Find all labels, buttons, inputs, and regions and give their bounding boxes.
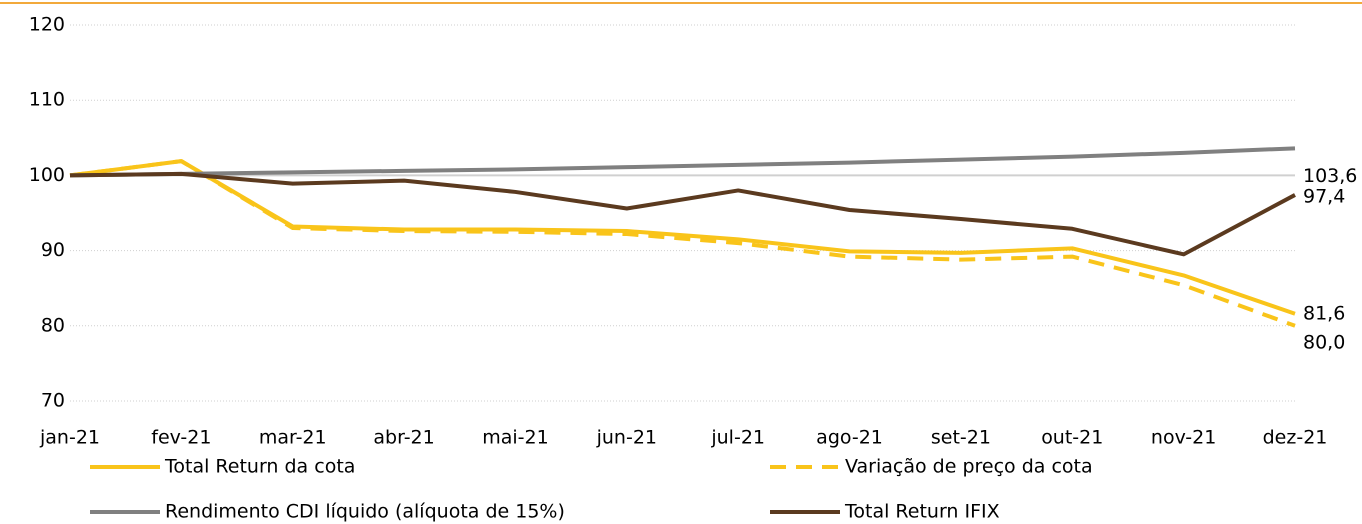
x-tick-label: dez-21 [1263,427,1328,449]
y-tick-label: 90 [41,239,65,261]
x-tick-label: jun-21 [596,427,657,449]
y-tick-label: 110 [29,89,65,111]
data-label: 103,6 [1303,165,1357,187]
y-tick-label: 120 [29,14,65,36]
data-label: 81,6 [1303,302,1345,324]
series-line [69,159,1296,328]
x-tick-label: mar-21 [259,427,327,449]
series-line [69,146,1296,178]
y-tick-label: 70 [41,390,65,412]
x-tick-label: fev-21 [151,427,211,449]
legend-label: Variação de preço da cota [845,456,1093,478]
x-tick-label: jan-21 [39,427,100,449]
x-tick-label: mai-21 [482,427,548,449]
x-tick-label: ago-21 [816,427,883,449]
data-label: 80,0 [1303,331,1345,353]
data-label: 97,4 [1303,185,1345,207]
y-tick-label: 100 [29,164,65,186]
legend-label: Total Return da cota [164,456,355,478]
legend-label: Rendimento CDI líquido (alíquota de 15%) [165,501,565,523]
x-tick-label: abr-21 [373,427,434,449]
y-tick-label: 80 [41,314,65,336]
x-tick-label: set-21 [931,427,991,449]
series-line [69,171,1296,257]
legend-label: Total Return IFIX [844,501,1000,523]
x-tick-label: nov-21 [1151,427,1216,449]
x-tick-label: out-21 [1041,427,1103,449]
x-tick-label: jul-21 [710,427,765,449]
